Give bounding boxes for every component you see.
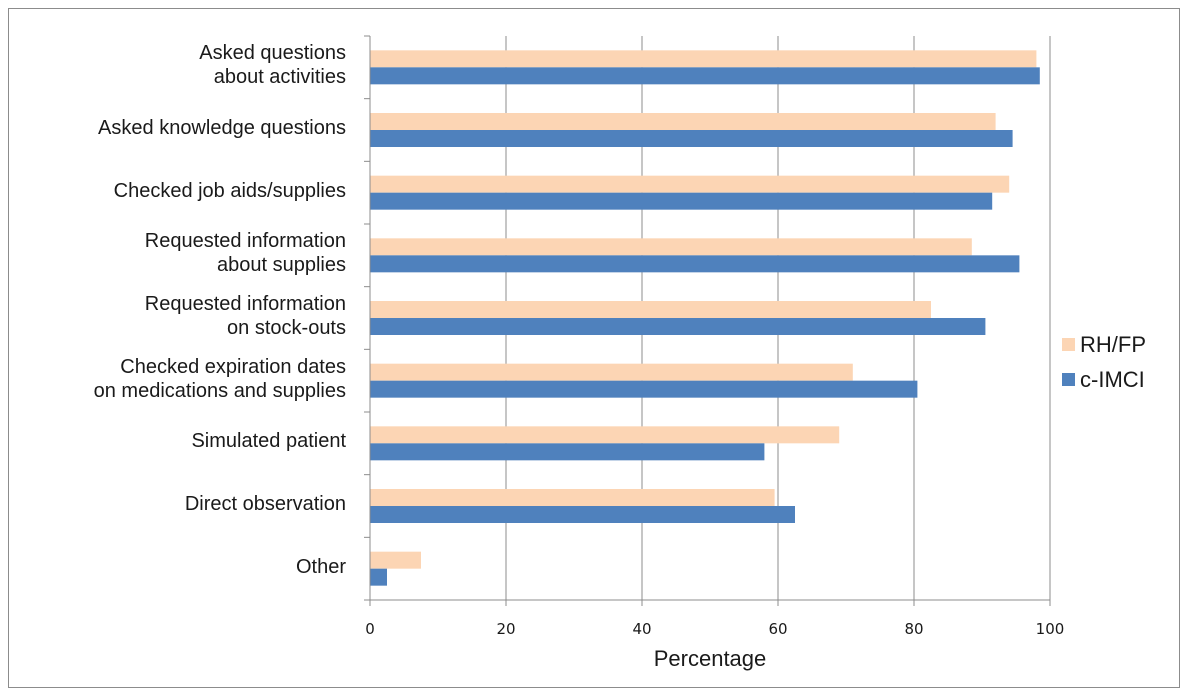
bar-rhfp-7 — [370, 489, 775, 506]
bar-cimci-0 — [370, 67, 1040, 84]
bar-cimci-4 — [370, 318, 985, 335]
legend-swatch-rhfp — [1062, 338, 1075, 351]
bar-rhfp-3 — [370, 238, 972, 255]
bar-rhfp-0 — [370, 50, 1036, 67]
legend-item-cimci: c-IMCI — [1062, 362, 1146, 397]
legend: RH/FP c-IMCI — [1062, 327, 1146, 397]
legend-swatch-cimci — [1062, 373, 1075, 386]
x-tick-label: 40 — [612, 620, 672, 638]
category-label: Direct observation — [0, 492, 346, 516]
legend-item-rhfp: RH/FP — [1062, 327, 1146, 362]
bar-rhfp-8 — [370, 552, 421, 569]
bar-cimci-6 — [370, 443, 764, 460]
category-label: Other — [0, 555, 346, 579]
category-label: Checked job aids/supplies — [0, 179, 346, 203]
legend-label-rhfp: RH/FP — [1080, 332, 1146, 358]
category-label: Requested information about supplies — [0, 229, 346, 277]
x-axis-title: Percentage — [370, 646, 1050, 672]
x-tick-label: 100 — [1020, 620, 1080, 638]
category-label: Asked questions about activities — [0, 41, 346, 89]
bar-cimci-5 — [370, 381, 917, 398]
x-tick-label: 80 — [884, 620, 944, 638]
legend-label-cimci: c-IMCI — [1080, 367, 1145, 393]
bar-cimci-1 — [370, 130, 1013, 147]
x-tick-label: 60 — [748, 620, 808, 638]
category-label: Checked expiration dates on medications … — [0, 355, 346, 403]
category-label: Asked knowledge questions — [0, 116, 346, 140]
category-label: Requested information on stock-outs — [0, 292, 346, 340]
bar-rhfp-5 — [370, 364, 853, 381]
bar-rhfp-1 — [370, 113, 996, 130]
bar-rhfp-4 — [370, 301, 931, 318]
category-label: Simulated patient — [0, 429, 346, 453]
bar-cimci-8 — [370, 569, 387, 586]
bar-rhfp-6 — [370, 426, 839, 443]
bar-cimci-2 — [370, 193, 992, 210]
bar-cimci-7 — [370, 506, 795, 523]
x-tick-label: 20 — [476, 620, 536, 638]
x-tick-label: 0 — [340, 620, 400, 638]
bar-rhfp-2 — [370, 176, 1009, 193]
bar-cimci-3 — [370, 255, 1019, 272]
